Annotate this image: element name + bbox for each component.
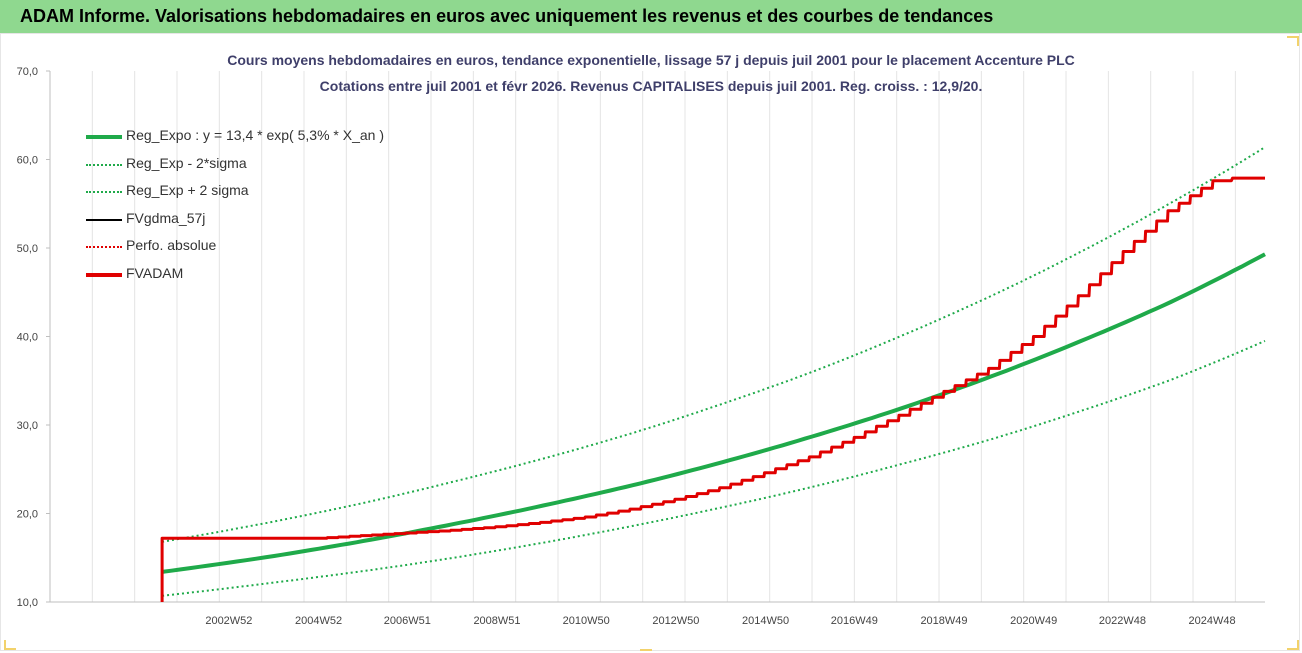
series-line <box>161 252 1266 574</box>
legend-label: Perfo. absolue <box>126 237 217 253</box>
x-tick-label: 2014W50 <box>742 615 789 627</box>
legend-label: Reg_Exp - 2*sigma <box>126 154 247 171</box>
series-line <box>161 146 1266 543</box>
x-tick-label: 2004W52 <box>295 615 342 627</box>
legend-swatch <box>86 246 122 248</box>
legend-swatch <box>86 135 122 139</box>
y-tick-label: 30,0 <box>17 420 38 432</box>
y-tick-label: 20,0 <box>17 509 38 521</box>
frame-corner-bottom-right <box>1287 640 1299 650</box>
x-tick-label: 2002W52 <box>205 615 252 627</box>
x-tick-label: 2016W49 <box>831 615 878 627</box>
chart-title-line-1: Cours moyens hebdomadaires en euros, ten… <box>227 52 1075 68</box>
legend-label: FVADAM <box>126 264 184 281</box>
x-tick-label: 2006W51 <box>384 615 431 627</box>
x-tick-label: 2022W48 <box>1099 615 1146 627</box>
x-tick-label: 2018W49 <box>920 615 967 627</box>
x-tick-label: 2024W48 <box>1189 615 1236 627</box>
legend-swatch <box>86 272 122 277</box>
y-tick-label: 40,0 <box>17 332 38 344</box>
y-tick-label: 70,0 <box>17 66 38 78</box>
y-tick-label: 60,0 <box>17 155 38 167</box>
y-tick-label: 10,0 <box>17 597 38 609</box>
legend-label: Reg_Exp + 2 sigma <box>126 182 249 198</box>
y-tick-label: 50,0 <box>17 243 38 255</box>
legend-swatch <box>86 191 122 193</box>
frame-corner-top-right <box>1287 36 1299 46</box>
legend-label: Reg_Expo : y = 13,4 * exp( 5,3% * X_an ) <box>126 127 384 143</box>
series-line <box>160 176 1265 602</box>
report-title: ADAM Informe. Valorisations hebdomadaire… <box>20 6 994 26</box>
series-line <box>161 339 1266 597</box>
x-tick-label: 2010W50 <box>563 615 610 627</box>
legend-swatch <box>86 163 122 166</box>
x-tick-label: 2012W50 <box>652 615 699 627</box>
x-tick-label: 2008W51 <box>473 615 520 627</box>
legend-swatch <box>86 218 122 221</box>
x-tick-label: 2020W49 <box>1010 615 1057 627</box>
frame-handle-bottom <box>640 646 652 651</box>
legend-label: FVgdma_57j <box>126 209 206 226</box>
report-banner: ADAM Informe. Valorisations hebdomadaire… <box>0 0 1302 33</box>
frame-corner-bottom-left <box>4 640 16 650</box>
chart-title-line-2: Cotations entre juil 2001 et févr 2026. … <box>319 78 983 94</box>
